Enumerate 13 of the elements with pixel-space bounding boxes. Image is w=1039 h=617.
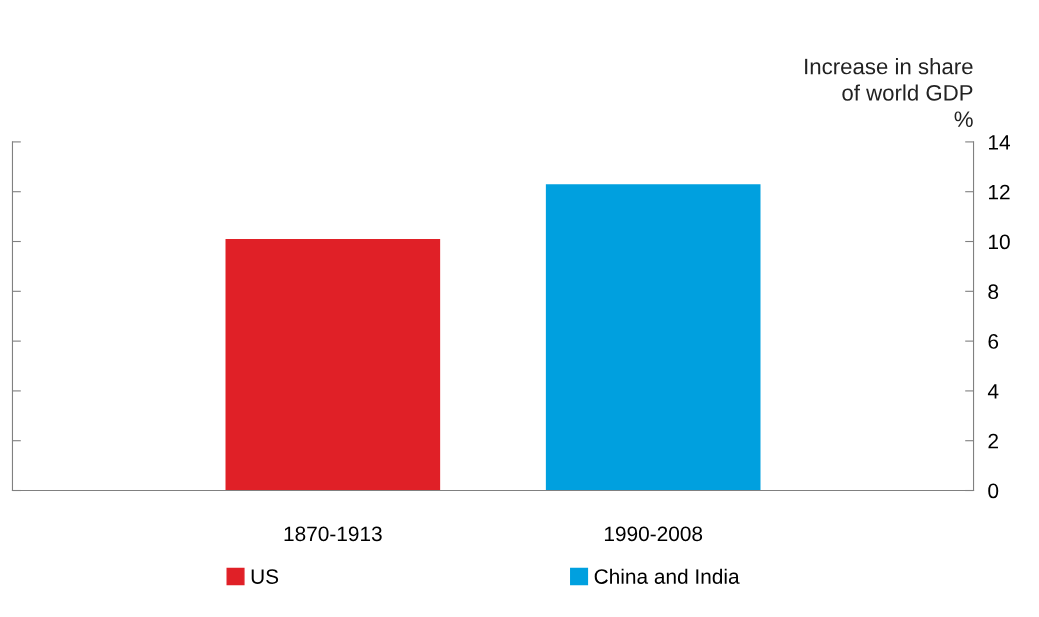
y-axis-title: Increase in share of world GDP % xyxy=(805,58,973,127)
y-tick-label: 14 xyxy=(989,135,1010,150)
legend-label: China and India xyxy=(594,568,740,584)
y-tick-label: 8 xyxy=(988,284,999,300)
y-tick-label: 12 xyxy=(989,184,1010,200)
y-tick-label: 0 xyxy=(988,483,999,499)
y-tick-label: 2 xyxy=(988,433,998,449)
x-tick-label: 1990-2008 xyxy=(604,526,703,542)
y-tick-label: 10 xyxy=(989,234,1010,250)
y-tick-label: 4 xyxy=(987,384,999,399)
x-tick-label: 1870-1913 xyxy=(284,526,382,542)
legend-label: US xyxy=(251,569,279,584)
y-tick-label: 6 xyxy=(988,334,999,349)
